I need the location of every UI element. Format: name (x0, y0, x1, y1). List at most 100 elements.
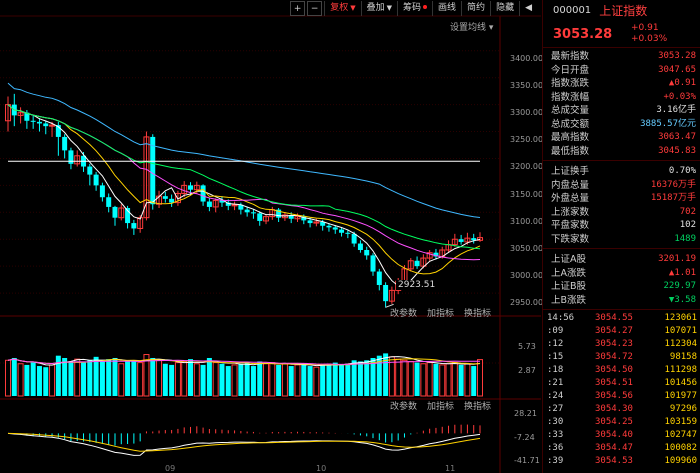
volume-bar-down (24, 364, 30, 396)
tick-row: :09 3054.27 107071 (543, 325, 700, 338)
price-tick: 3100.00 (510, 217, 544, 226)
hide-button[interactable]: 隐藏 (490, 0, 519, 16)
volume-bar-up (17, 363, 24, 397)
index-code: 000001 (553, 5, 592, 16)
stat-value: 229.97 (663, 281, 696, 291)
month-label: 11 (445, 464, 456, 473)
volume-bar-down (36, 366, 42, 396)
divider (543, 248, 700, 249)
tick-row: :36 3054.47 100082 (543, 442, 700, 455)
candle-body-down (169, 198, 175, 203)
kline-chart-area[interactable]: + − 复权 ▼ 叠加 ▼ 筹码 画线 简约 隐藏 ◀ 设置均线 ▾ 2923.51… (0, 0, 544, 473)
macd-switch-indicator-button[interactable]: 换指标 (464, 402, 492, 412)
macd-change-param-button[interactable]: 改参数 (390, 402, 418, 412)
volume-bar-down (332, 362, 338, 396)
volume-bar-down (30, 362, 36, 396)
candle-body-down (219, 200, 225, 203)
stat-row: 上证B股 229.97 (543, 280, 700, 294)
tick-row: :24 3054.56 101977 (543, 390, 700, 403)
candle-body-up (294, 216, 301, 220)
volume-bar-down (257, 361, 263, 396)
vol-change-param-button[interactable]: 改参数 (390, 309, 418, 319)
volume-bar-down (276, 364, 282, 396)
tick-vol: 107071 (664, 326, 697, 336)
stat-value: ▲1.01 (668, 267, 696, 278)
adjust-button[interactable]: 复权 ▼ (324, 0, 360, 16)
stats-share-class: 上证A股 3201.19 上A涨跌 ▲1.01 上证B股 229.97 上B涨跌 ▼3.58 (543, 251, 700, 307)
candle-body-up (17, 112, 24, 116)
candle-body-up (464, 237, 471, 243)
candle-body-down (55, 125, 61, 137)
change-pct-value: +0.03% (631, 34, 668, 44)
volume-bar-down (106, 359, 112, 396)
candle-body-up (212, 199, 219, 208)
volume-bar-up (74, 358, 81, 397)
stat-label: 上证A股 (551, 254, 586, 265)
quote-panel: 000001 上证指数 3053.28 +0.91 +0.03% 最新指数 3053… (542, 0, 700, 473)
zoom-out-button[interactable]: − (307, 0, 323, 16)
volume-bar-down (55, 355, 61, 396)
tick-list[interactable]: 14:56 3054.55 123061:09 3054.27 107071:12 305… (543, 312, 700, 468)
candle-body-up (313, 221, 320, 224)
vol-add-indicator-button[interactable]: 加指标 (427, 309, 455, 319)
candle-body-up (118, 207, 125, 219)
volume-bar-down (244, 362, 250, 396)
volume-bar-down (43, 367, 49, 396)
stat-value: 3045.83 (658, 145, 696, 156)
candle-body-down (62, 136, 68, 151)
volume-bar-up (395, 358, 402, 397)
candle-body-down (30, 120, 36, 122)
candle-body-up (426, 252, 433, 259)
candle-body-down (87, 166, 93, 175)
tick-row: 14:56 3054.55 123061 (543, 312, 700, 325)
volume-bar-up (407, 360, 414, 397)
candle-body-down (162, 196, 168, 199)
stat-label: 总成交额 (551, 118, 590, 130)
stat-label: 上A涨跌 (551, 267, 586, 279)
candle-body-down (332, 227, 338, 230)
tick-price: 3054.27 (595, 326, 633, 336)
candle-body-down (288, 215, 294, 219)
tick-vol: 101456 (664, 378, 697, 388)
ma-setting-link[interactable]: 设置均线 ▾ (450, 20, 493, 33)
stat-row: 上证A股 3201.19 (543, 253, 700, 267)
volume-bar-down (81, 362, 87, 396)
chart-toolbar: + − 复权 ▼ 叠加 ▼ 筹码 画线 简约 隐藏 ◀ (290, 0, 537, 16)
candle-body-down (244, 209, 250, 213)
volume-bar-up (313, 366, 320, 397)
low-price-label: 2923.51 (396, 280, 438, 290)
draw-line-button[interactable]: 画线 (432, 0, 461, 16)
tick-time: :12 (547, 339, 564, 349)
volume-ma5-line (7, 356, 481, 367)
ma30-line (7, 104, 481, 250)
zoom-in-button[interactable]: + (290, 0, 306, 16)
volume-bar-down (112, 357, 118, 396)
macd-add-indicator-button[interactable]: 加指标 (427, 402, 455, 412)
tick-vol: 100082 (664, 443, 697, 453)
tick-vol: 111298 (664, 365, 697, 375)
candle-body-down (257, 213, 263, 221)
stat-row: 上A涨跌 ▲1.01 (543, 267, 700, 281)
volume-bar-down (383, 353, 389, 396)
candle-body-down (200, 185, 206, 202)
stat-row: 最新指数 3053.28 (543, 50, 700, 64)
tick-price: 3054.40 (595, 430, 633, 440)
collapse-arrow-icon[interactable]: ◀ (519, 0, 537, 16)
simple-mode-button[interactable]: 简约 (461, 0, 490, 16)
overlay-button[interactable]: 叠加 ▼ (360, 0, 397, 16)
stat-row: 内盘总量 16376万手 (543, 179, 700, 193)
candle-body-down (370, 255, 376, 272)
price-tick: 3250.00 (510, 135, 544, 144)
vol-switch-indicator-button[interactable]: 换指标 (464, 309, 492, 319)
candle-body-up (193, 184, 200, 191)
volume-bar-up (263, 363, 270, 397)
volume-bar-down (93, 356, 99, 396)
volume-bar-up (269, 362, 276, 397)
macd-dea-line (7, 432, 481, 452)
divider (543, 309, 700, 310)
candle-body-down (150, 136, 156, 205)
chip-button[interactable]: 筹码 (397, 0, 432, 16)
tick-time: :21 (547, 378, 564, 388)
volume-bar-down (288, 366, 294, 396)
stat-value: 15187万手 (650, 193, 696, 203)
